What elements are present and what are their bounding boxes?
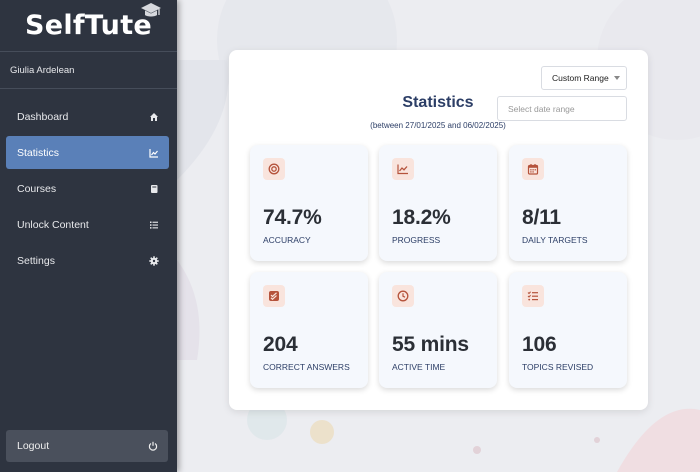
logout-button[interactable]: Logout: [6, 430, 168, 462]
brand: SelfTute: [0, 0, 177, 52]
trend-icon: [392, 158, 414, 180]
stat-label: ACCURACY: [263, 235, 311, 245]
stat-tile-daily-targets: 8/11 DAILY TARGETS: [509, 145, 627, 261]
chart-icon: [149, 148, 158, 158]
sidebar-item-unlock-content[interactable]: Unlock Content: [6, 208, 169, 241]
sidebar: SelfTute Giulia Ardelean Dashboard Stati…: [0, 0, 177, 472]
stat-value: 106: [522, 333, 557, 356]
stat-label: PROGRESS: [392, 235, 441, 245]
sidebar-item-label: Settings: [17, 254, 55, 267]
statistics-card: Custom Range Statistics (between 27/01/2…: [229, 50, 648, 410]
checklist-icon: [522, 285, 544, 307]
sidebar-item-label: Dashboard: [17, 110, 69, 123]
sidebar-item-courses[interactable]: Courses: [6, 172, 169, 205]
logout-label: Logout: [17, 440, 50, 452]
stat-label: ACTIVE TIME: [392, 362, 446, 372]
sidebar-item-label: Statistics: [17, 146, 60, 159]
sidebar-item-label: Unlock Content: [17, 218, 89, 231]
book-icon: [151, 184, 158, 193]
target-icon: [263, 158, 285, 180]
stat-value: 8/11: [522, 206, 561, 229]
stat-tile-correct-answers: 204 CORRECT ANSWERS: [250, 272, 368, 388]
stat-tile-progress: 18.2% PROGRESS: [379, 145, 497, 261]
page-title: Statistics: [402, 94, 474, 111]
stat-value: 204: [263, 333, 298, 356]
sidebar-item-dashboard[interactable]: Dashboard: [6, 100, 169, 133]
sidebar-item-settings[interactable]: Settings: [6, 244, 169, 277]
graduation-cap-icon: [141, 3, 162, 17]
clock-icon: [392, 285, 414, 307]
stat-tile-accuracy: 74.7% ACCURACY: [250, 145, 368, 261]
range-select[interactable]: Custom Range: [541, 66, 627, 90]
stat-label: DAILY TARGETS: [522, 235, 588, 245]
sidebar-item-label: Courses: [17, 182, 57, 195]
stat-value: 18.2%: [392, 206, 451, 229]
range-select-value: Custom Range: [552, 73, 609, 83]
chevron-down-icon: [614, 76, 620, 80]
sidebar-item-statistics[interactable]: Statistics: [6, 136, 169, 169]
stat-label: CORRECT ANSWERS: [263, 362, 350, 372]
date-range-input[interactable]: [497, 96, 627, 121]
stat-value: 55 mins: [392, 333, 469, 356]
list-icon: [150, 221, 158, 229]
stat-tile-active-time: 55 mins ACTIVE TIME: [379, 272, 497, 388]
home-icon: [150, 112, 158, 121]
stat-tile-topics-revised: 106 TOPICS REVISED: [509, 272, 627, 388]
stat-value: 74.7%: [263, 206, 322, 229]
user-name: Giulia Ardelean: [0, 52, 177, 89]
gear-icon: [149, 255, 159, 266]
stat-label: TOPICS REVISED: [522, 362, 594, 372]
sidebar-nav: Dashboard Statistics Courses Unlock Cont…: [0, 89, 177, 277]
double-check-icon: [263, 285, 285, 307]
brand-logo[interactable]: SelfTute: [25, 3, 162, 41]
calendar-icon: [522, 158, 544, 180]
power-icon: [148, 441, 158, 451]
date-range-caption: (between 27/01/2025 and 06/02/2025): [370, 121, 506, 130]
